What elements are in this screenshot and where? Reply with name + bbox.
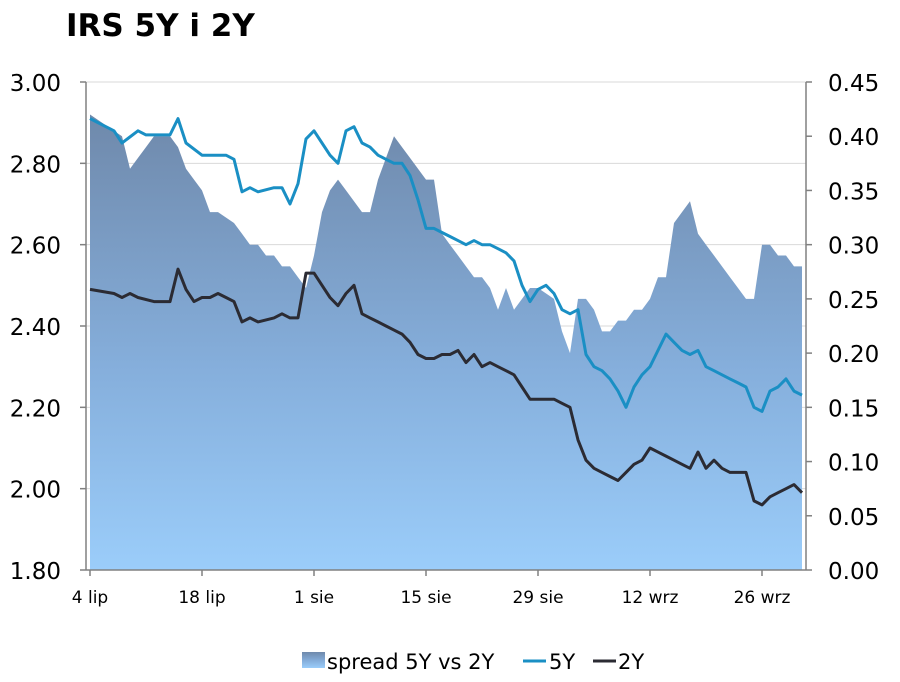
legend: spread 5Y vs 2Y 5Y 2Y [302, 650, 644, 674]
right-tick-label-3: 0.30 [828, 234, 879, 260]
series-lines-layer [89, 117, 804, 507]
legend-5y-label: 5Y [549, 650, 575, 674]
left-tick-label-3: 2.40 [10, 315, 61, 341]
left-y-ticks: 3.00 2.80 2.60 2.40 2.20 2.00 1.80 [10, 71, 86, 585]
legend-spread-label: spread 5Y vs 2Y [327, 650, 495, 674]
left-tick-label-5: 2.00 [10, 478, 61, 504]
x-tick-label-6: 26 wrz [734, 588, 791, 608]
left-tick-label-0: 3.00 [10, 71, 61, 97]
chart-title: IRS 5Y i 2Y [66, 8, 255, 44]
spread-area-layer [90, 114, 802, 570]
right-y-ticks: 0.45 0.40 0.35 0.30 0.25 0.20 0.15 0.10 0.05 0.00 [806, 71, 879, 585]
right-tick-label-0: 0.45 [828, 71, 879, 97]
legend-2y-label: 2Y [618, 650, 644, 674]
legend-spread-swatch [302, 652, 325, 668]
right-tick-label-7: 0.10 [828, 451, 879, 477]
x-tick-label-0: 4 lip [72, 588, 108, 608]
left-tick-label-6: 1.80 [10, 559, 61, 585]
spread-area [90, 114, 802, 570]
right-tick-label-1: 0.40 [828, 125, 879, 151]
right-tick-label-8: 0.05 [828, 505, 879, 531]
x-tick-label-1: 18 lip [178, 588, 225, 608]
right-tick-label-9: 0.00 [828, 559, 879, 585]
right-tick-label-4: 0.25 [828, 288, 879, 314]
x-ticks: 4 lip 18 lip 1 sie 15 sie 29 sie 12 wrz 26 wrz [72, 570, 791, 608]
right-tick-label-6: 0.15 [828, 396, 879, 422]
left-tick-label-1: 2.80 [10, 152, 61, 178]
right-tick-label-5: 0.20 [828, 342, 879, 368]
series-line-5y [89, 117, 803, 413]
x-tick-label-3: 15 sie [400, 588, 451, 608]
x-tick-label-5: 12 wrz [622, 588, 679, 608]
x-tick-label-4: 29 sie [512, 588, 563, 608]
left-tick-label-4: 2.20 [10, 396, 61, 422]
right-tick-label-2: 0.35 [828, 179, 879, 205]
series-line-2y [89, 267, 804, 507]
left-tick-label-2: 2.60 [10, 234, 61, 260]
x-tick-label-2: 1 sie [294, 588, 334, 608]
